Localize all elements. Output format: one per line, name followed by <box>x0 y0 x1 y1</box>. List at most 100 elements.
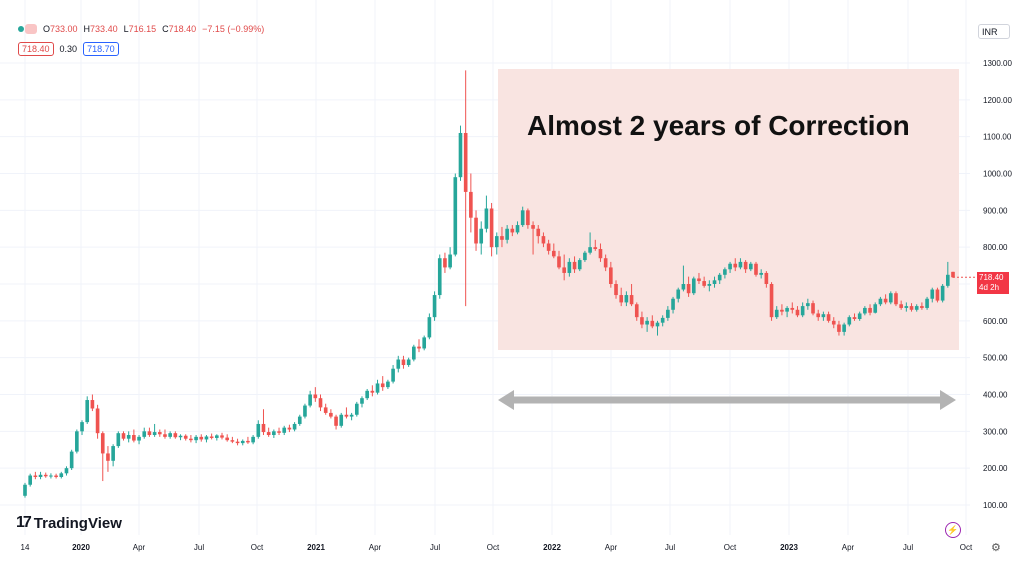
candle-body[interactable] <box>225 437 230 441</box>
candle-body[interactable] <box>85 400 90 423</box>
bid-button[interactable]: 718.40 <box>18 42 54 56</box>
candle-body[interactable] <box>754 263 758 275</box>
candle-body[interactable] <box>344 414 349 417</box>
candle-body[interactable] <box>168 433 172 437</box>
candle-body[interactable] <box>748 263 753 270</box>
candle-body[interactable] <box>69 451 74 469</box>
candle-body[interactable] <box>251 436 255 443</box>
candle-body[interactable] <box>852 317 857 319</box>
candle-body[interactable] <box>246 440 250 443</box>
candle-body[interactable] <box>116 433 121 447</box>
candle-body[interactable] <box>292 423 297 430</box>
candle-body[interactable] <box>640 317 644 325</box>
candle-body[interactable] <box>266 432 271 436</box>
candle-body[interactable] <box>287 427 292 430</box>
candle-body[interactable] <box>526 210 530 226</box>
candle-body[interactable] <box>95 408 100 434</box>
candle-body[interactable] <box>59 473 64 478</box>
candle-body[interactable] <box>282 427 287 433</box>
candle-body[interactable] <box>484 208 489 229</box>
candle-body[interactable] <box>811 303 815 314</box>
candle-body[interactable] <box>163 434 167 437</box>
candle-body[interactable] <box>738 261 743 268</box>
candle-body[interactable] <box>313 394 318 399</box>
candle-body[interactable] <box>308 394 312 406</box>
candle-body[interactable] <box>178 435 183 438</box>
candle-body[interactable] <box>671 298 675 310</box>
candle-body[interactable] <box>339 414 344 426</box>
candle-body[interactable] <box>940 285 945 301</box>
candle-body[interactable] <box>567 261 572 273</box>
candle-body[interactable] <box>49 475 53 477</box>
candle-body[interactable] <box>515 225 520 233</box>
candle-body[interactable] <box>64 468 69 474</box>
candle-body[interactable] <box>609 267 613 284</box>
candle-body[interactable] <box>707 284 712 286</box>
candle-body[interactable] <box>235 441 240 444</box>
candle-body[interactable] <box>557 256 561 268</box>
candle-body[interactable] <box>106 453 110 461</box>
candle-body[interactable] <box>634 304 639 318</box>
candle-body[interactable] <box>520 210 525 226</box>
candle-body[interactable] <box>453 177 458 255</box>
candle-body[interactable] <box>23 484 27 496</box>
candle-body[interactable] <box>323 407 328 413</box>
candle-body[interactable] <box>837 324 841 332</box>
candle-body[interactable] <box>386 381 390 388</box>
candle-body[interactable] <box>152 432 157 436</box>
candle-body[interactable] <box>365 390 369 399</box>
candle-body[interactable] <box>645 320 649 325</box>
candle-body[interactable] <box>90 400 95 409</box>
candle-body[interactable] <box>469 191 473 218</box>
candle-body[interactable] <box>494 236 499 248</box>
candle-body[interactable] <box>603 258 608 268</box>
candle-body[interactable] <box>230 440 235 442</box>
candle-body[interactable] <box>100 433 105 454</box>
candle-body[interactable] <box>951 271 955 278</box>
candle-body[interactable] <box>660 317 665 323</box>
candle-body[interactable] <box>769 284 774 318</box>
candle-body[interactable] <box>500 236 504 240</box>
candle-body[interactable] <box>303 405 307 417</box>
candle-body[interactable] <box>54 475 58 478</box>
candle-body[interactable] <box>183 435 188 439</box>
candle-body[interactable] <box>614 284 618 296</box>
candle-body[interactable] <box>759 272 763 275</box>
candle-body[interactable] <box>826 314 831 321</box>
candle-body[interactable] <box>147 431 152 436</box>
candle-body[interactable] <box>121 433 126 439</box>
candle-body[interactable] <box>946 274 950 286</box>
candle-body[interactable] <box>691 278 696 294</box>
candle-body[interactable] <box>261 423 266 433</box>
candle-body[interactable] <box>909 306 914 310</box>
candle-body[interactable] <box>297 416 302 424</box>
candle-body[interactable] <box>588 247 592 253</box>
candle-body[interactable] <box>598 249 603 259</box>
candle-body[interactable] <box>883 298 888 303</box>
candle-body[interactable] <box>448 254 452 268</box>
candle-body[interactable] <box>785 307 789 312</box>
candle-body[interactable] <box>75 431 79 452</box>
candle-body[interactable] <box>888 293 893 303</box>
candle-body[interactable] <box>593 247 598 250</box>
candle-body[interactable] <box>329 412 333 417</box>
candle-body[interactable] <box>780 309 784 312</box>
candle-body[interactable] <box>899 304 903 308</box>
candle-body[interactable] <box>821 314 826 318</box>
candle-body[interactable] <box>717 274 722 281</box>
candle-body[interactable] <box>272 431 276 436</box>
candle-body[interactable] <box>427 317 432 338</box>
candle-body[interactable] <box>479 228 484 244</box>
candle-body[interactable] <box>463 132 468 192</box>
candle-body[interactable] <box>935 289 940 301</box>
candle-body[interactable] <box>474 217 478 244</box>
candle-body[interactable] <box>702 281 706 286</box>
candle-body[interactable] <box>577 260 582 270</box>
candle-body[interactable] <box>676 289 681 299</box>
candle-body[interactable] <box>878 298 883 305</box>
candle-body[interactable] <box>437 258 442 296</box>
candle-body[interactable] <box>28 475 32 485</box>
candle-body[interactable] <box>650 320 655 327</box>
candle-body[interactable] <box>624 295 629 303</box>
candle-body[interactable] <box>142 431 147 437</box>
